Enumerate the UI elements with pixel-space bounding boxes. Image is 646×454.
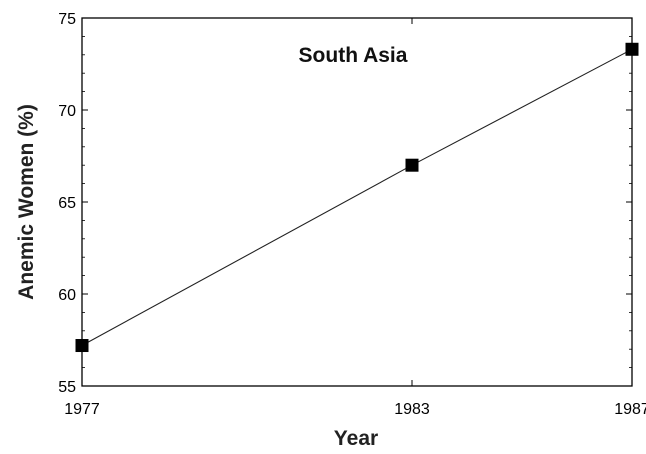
y-axis-title: Anemic Women (%) <box>15 104 38 300</box>
data-point-marker <box>405 158 419 172</box>
x-tick-label: 1983 <box>394 401 430 418</box>
x-tick-label: 1977 <box>64 401 100 418</box>
x-axis-ticks: 1977 1983 1987 <box>64 18 646 418</box>
x-axis-title: Year <box>334 427 378 450</box>
y-tick-label: 55 <box>58 379 76 396</box>
data-point-marker <box>625 42 639 56</box>
chart-annotation: South Asia <box>299 44 408 67</box>
y-tick-label: 60 <box>58 287 76 304</box>
data-point-marker <box>75 339 89 353</box>
y-axis-ticks: 55 60 65 70 75 <box>58 11 632 396</box>
x-tick-label: 1987 <box>614 401 646 418</box>
plot-area-frame <box>81 17 633 387</box>
series-layer <box>75 42 639 353</box>
series-line <box>81 48 633 346</box>
y-tick-label: 75 <box>58 11 76 28</box>
y-tick-label: 65 <box>58 195 76 212</box>
y-tick-label: 70 <box>58 103 76 120</box>
